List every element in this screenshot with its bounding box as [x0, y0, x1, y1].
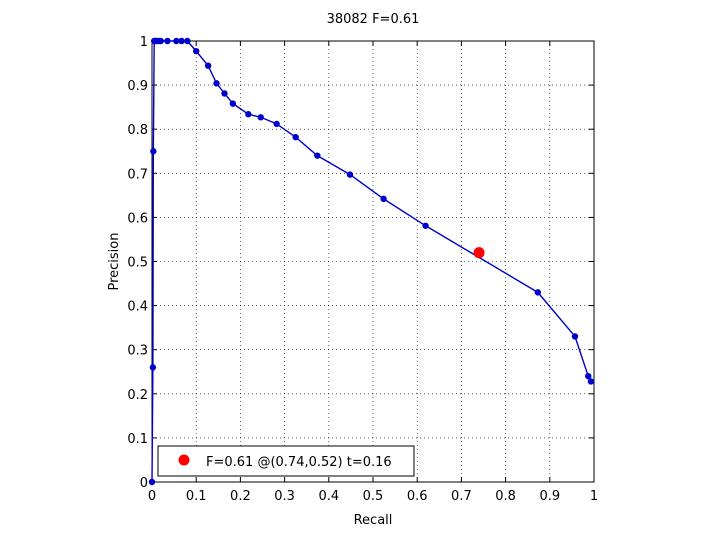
y-tick-label: 0.6 [127, 211, 148, 226]
data-point [346, 171, 354, 178]
x-tick-label: 0 [148, 489, 156, 504]
y-tick-label: 0.7 [127, 167, 148, 182]
x-tick-labels: 0 0.1 0.2 0.3 0.4 0.5 0.6 0.7 0.8 0.9 1 [148, 489, 598, 504]
data-point [204, 62, 212, 69]
data-point [164, 37, 171, 45]
x-tick-label: 0.3 [274, 489, 295, 504]
legend: F=0.61 @(0.74,0.52) t=0.16 [157, 445, 415, 477]
data-point [193, 47, 200, 55]
legend-box [157, 445, 415, 477]
y-axis-label: Precision [107, 232, 122, 290]
y-tick-label: 0.5 [127, 256, 148, 271]
data-point [314, 152, 321, 159]
data-point [273, 120, 280, 128]
y-tick-label: 0.9 [127, 79, 148, 94]
data-point [587, 378, 595, 385]
y-tick-label: 0 [140, 476, 148, 491]
data-point [173, 37, 180, 45]
grid-lines [152, 41, 594, 482]
data-point [157, 37, 165, 45]
data-point [534, 289, 542, 296]
y-tick-label: 0.2 [127, 388, 148, 403]
data-point [380, 195, 387, 203]
x-tick-label: 0.5 [363, 489, 384, 504]
best-f-point [473, 247, 485, 259]
x-tick-label: 0.8 [495, 489, 516, 504]
y-tick-label: 1 [140, 35, 148, 50]
data-point [422, 222, 429, 229]
chart-title: 38082 F=0.61 [327, 12, 420, 27]
data-point [245, 111, 252, 118]
data-point [229, 100, 237, 107]
data-point [150, 148, 157, 155]
x-tick-label: 0.4 [318, 489, 339, 504]
data-point [585, 372, 592, 380]
x-tick-label: 0.7 [451, 489, 472, 504]
series-layer [148, 37, 595, 486]
data-point [571, 333, 579, 340]
x-tick-label: 0.1 [186, 489, 207, 504]
x-axis-label: Recall [354, 513, 393, 528]
y-tick-label: 0.4 [127, 300, 148, 315]
data-point [149, 364, 157, 371]
x-tick-label: 0.2 [230, 489, 251, 504]
data-point [213, 80, 220, 87]
data-point [221, 90, 228, 97]
y-tick-label: 0.1 [127, 432, 148, 447]
data-point [292, 133, 299, 141]
legend-marker [178, 454, 190, 466]
y-tick-label: 0.8 [127, 123, 148, 138]
data-point [148, 478, 156, 486]
x-tick-label: 0.6 [407, 489, 428, 504]
highlight-layer [473, 247, 485, 259]
x-tick-label: 0.9 [539, 489, 560, 504]
y-tick-labels: 0 0.1 0.2 0.3 0.4 0.5 0.6 0.7 0.8 0.9 1 [127, 35, 148, 491]
legend-entry: F=0.61 @(0.74,0.52) t=0.16 [206, 455, 392, 470]
data-point [184, 37, 191, 45]
data-point [257, 114, 264, 121]
x-tick-label: 1 [590, 489, 598, 504]
data-point [178, 37, 185, 45]
y-tick-label: 0.3 [127, 344, 148, 359]
